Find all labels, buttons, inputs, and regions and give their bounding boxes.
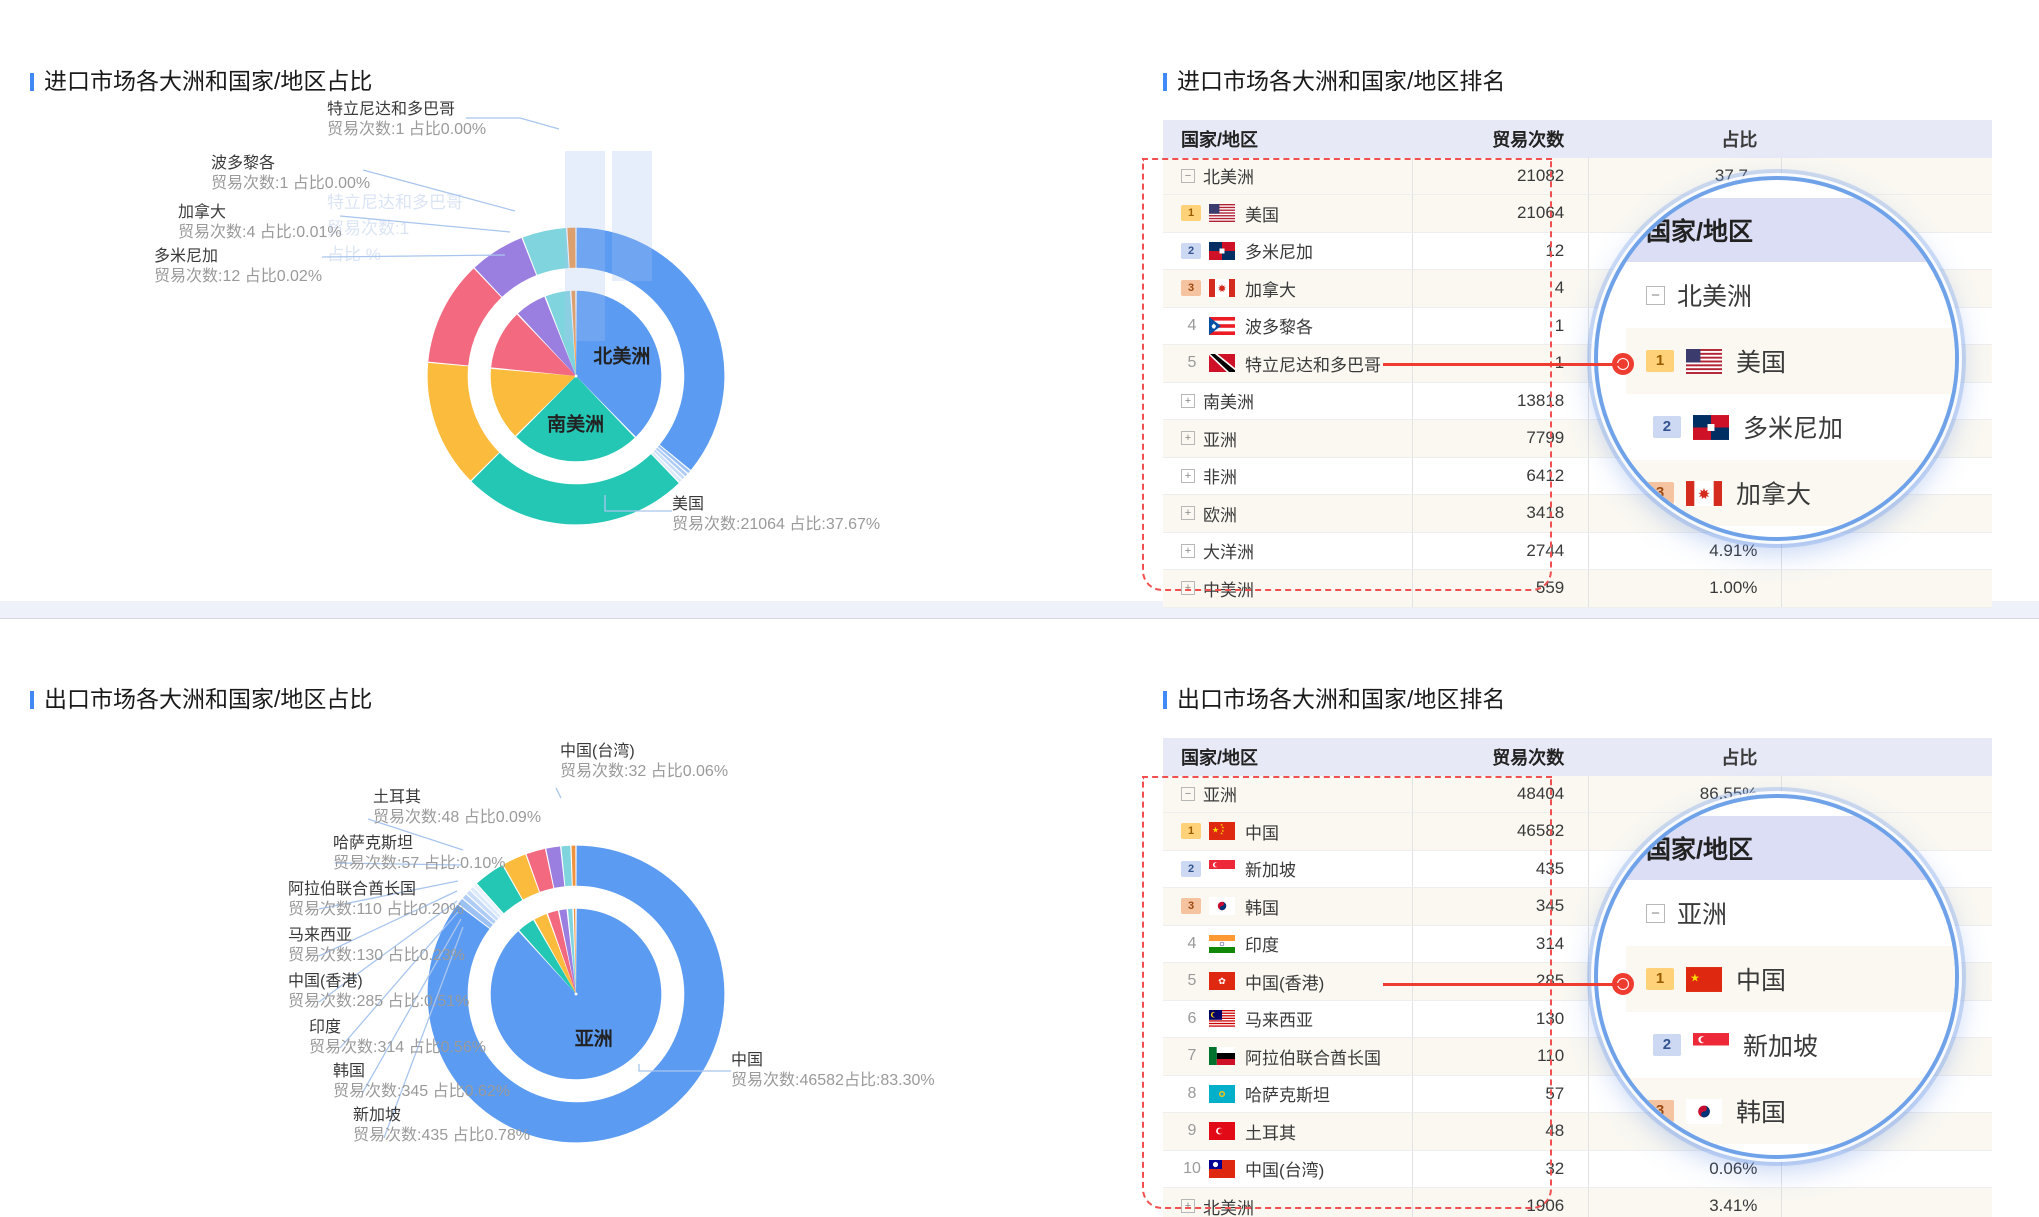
svg-text:★: ★ — [1220, 832, 1223, 836]
svg-text:南美洲: 南美洲 — [547, 413, 604, 436]
svg-text:★: ★ — [1212, 826, 1219, 835]
svg-text:✿: ✿ — [1218, 976, 1226, 986]
svg-text:亚洲: 亚洲 — [575, 1028, 613, 1050]
svg-text:★: ★ — [1690, 972, 1700, 984]
svg-text:北美洲: 北美洲 — [593, 344, 650, 367]
